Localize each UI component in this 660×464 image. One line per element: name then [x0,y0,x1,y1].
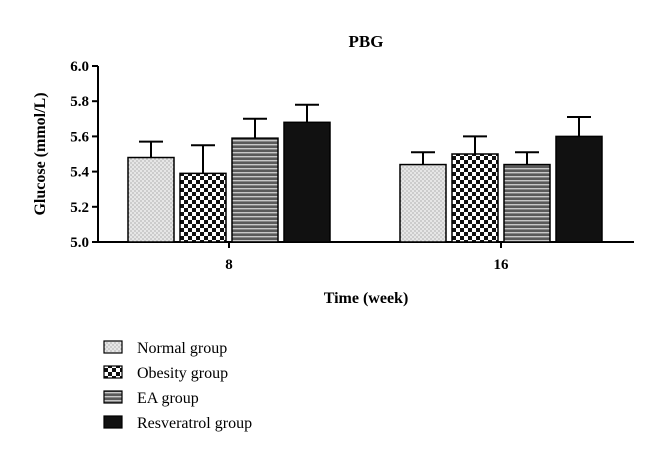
legend-label: EA group [137,390,199,407]
x-tick-label: 16 [494,257,510,273]
y-tick-label: 5.6 [70,129,89,145]
plot-area: 5.0 5.2 5.4 5.6 5.8 6.0 8 16 [70,59,634,273]
y-tick-label: 6.0 [70,59,89,75]
bar [127,156,175,243]
y-tick-label: 5.4 [70,165,89,181]
legend-swatch [103,340,123,354]
legend-label: Obesity group [137,365,228,382]
y-tick-label: 5.0 [70,235,89,251]
bar [555,135,603,243]
x-axis-title: Time (week) [324,290,409,307]
legend-swatch [103,415,123,429]
y-axis-title: Glucose (mmol/L) [32,92,49,215]
x-tick-label: 8 [225,257,233,273]
bar [399,163,447,243]
legend-swatch [103,390,123,404]
y-tick-label: 5.8 [70,94,89,110]
legend-label: Normal group [137,340,227,357]
chart-title: PBG [349,32,384,51]
bar [283,121,331,243]
bar [179,172,227,243]
legend: Normal group Obesity group EA group Resvera… [103,340,252,432]
bar [231,137,279,243]
legend-swatch [103,365,123,379]
bar [503,163,551,243]
bar [451,153,499,243]
legend-label: Resveratrol group [137,415,252,432]
y-tick-label: 5.2 [70,200,89,216]
